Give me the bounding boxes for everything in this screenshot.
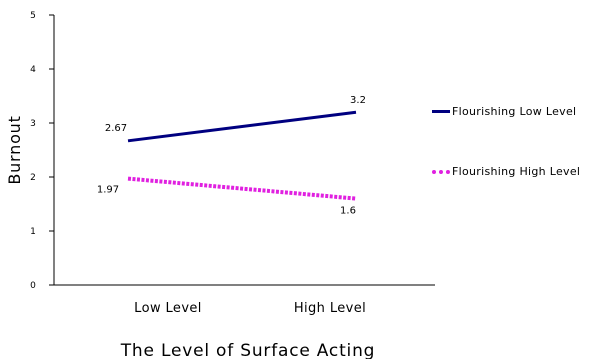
labels-layer: 2.67 3.2 1.97 1.6 bbox=[97, 95, 366, 216]
data-label: 1.97 bbox=[97, 185, 119, 196]
y-tick-label: 5 bbox=[30, 11, 36, 21]
legend-item-flourishing-low: Flourishing Low Level bbox=[432, 105, 576, 118]
legend-label: Flourishing Low Level bbox=[452, 105, 577, 118]
x-tick-label: High Level bbox=[294, 301, 366, 316]
data-label: 1.6 bbox=[340, 206, 356, 217]
series-line bbox=[127, 110, 357, 143]
data-label: 3.2 bbox=[350, 95, 366, 106]
y-tick-label: 2 bbox=[30, 173, 36, 183]
axes: 0 1 2 3 4 5 Low Level High Level bbox=[30, 11, 435, 316]
series-layer bbox=[127, 110, 357, 201]
y-tick-label: 3 bbox=[30, 119, 36, 129]
series-line bbox=[127, 176, 357, 201]
data-label: 2.67 bbox=[105, 123, 127, 134]
legend-swatch-solid bbox=[432, 110, 450, 113]
x-axis-title: The Level of Surface Acting bbox=[120, 341, 376, 359]
legend-item-flourishing-high: Flourishing High Level bbox=[432, 165, 580, 178]
legend-swatch-dotted bbox=[432, 169, 450, 174]
y-tick-label: 1 bbox=[30, 227, 36, 237]
y-tick-label: 4 bbox=[30, 65, 36, 75]
y-axis-title: Burnout bbox=[5, 115, 24, 184]
x-tick-label: Low Level bbox=[134, 301, 202, 316]
y-tick-label: 0 bbox=[30, 281, 36, 291]
legend-label: Flourishing High Level bbox=[452, 165, 581, 178]
